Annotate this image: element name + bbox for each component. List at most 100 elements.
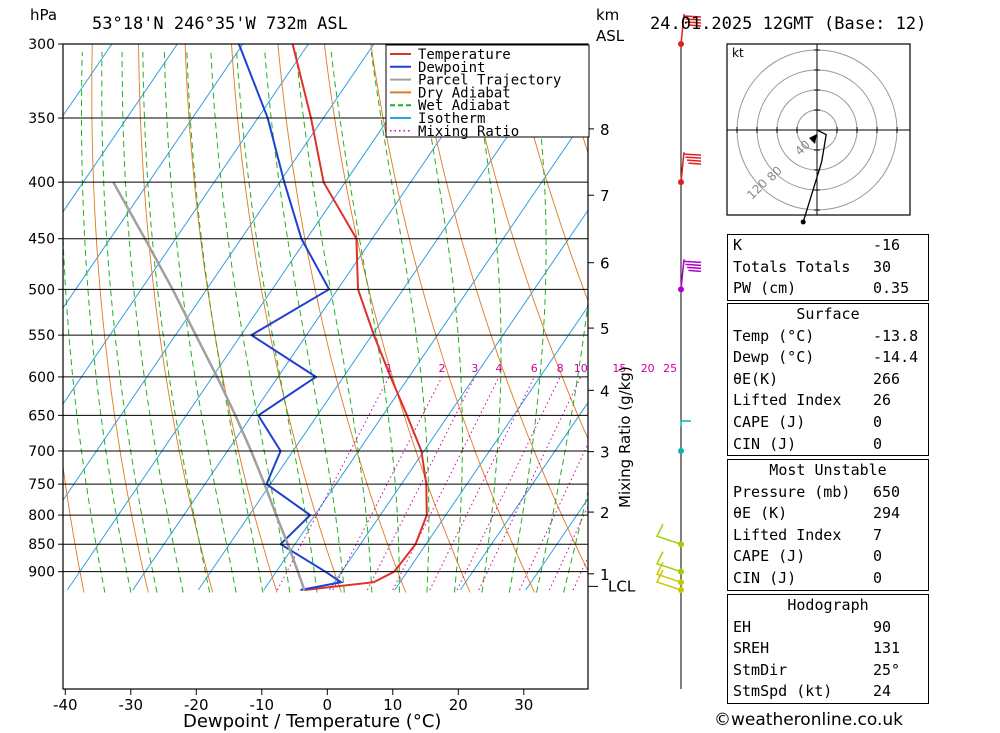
mixing-ratio-label: 1 [385,362,392,375]
table-row: Lifted Index 26 [733,391,892,410]
isotherm-line [66,44,440,591]
mixing-ratio-axis-label: Mixing Ratio (g/kg) [616,366,634,508]
table-row: Lifted Index 7 [733,525,883,544]
km-tick-label: 5 [600,320,610,338]
location-title: 53°18'N 246°35'W 732m ASL [92,14,348,34]
wind-barb-flag [685,18,702,21]
km-tick-label: 3 [600,444,610,462]
legend-label: Mixing Ratio [418,124,519,140]
mixing-ratio-line [332,376,443,591]
wet-adiabat-line [121,51,184,593]
km-tick-label: 2 [600,504,610,522]
isotherm-line [63,44,244,309]
pressure-tick-label: 700 [28,444,55,460]
dry-adiabat-line [63,463,85,593]
units-asl: ASL [596,27,625,45]
wet-adiabat-line [142,51,211,593]
table-row: K -16 [733,236,901,254]
hodograph-table: Hodograph EH 90 SREH 131 StmDir 25° StmSpd … [727,594,929,704]
table-row: Totals Totals 30 [733,257,892,276]
wet-adiabat-line [163,51,237,593]
table-row: PW (cm) 0.35 [733,279,910,298]
pressure-tick-label: 450 [28,232,55,248]
mixing-ratio-label: 4 [495,362,502,375]
mixing-ratio-label: 10 [574,362,588,375]
surface-table: Surface Temp (°C) -13.8 Dewp (°C) -14.4 θE… [727,303,929,457]
pressure-tick-label: 400 [28,175,55,191]
pressure-tick-label: 350 [28,111,55,127]
table-row: Pressure (mb) 650 [733,482,901,501]
wet-adiabat-line [295,51,373,593]
mixing-ratio-line [478,376,582,591]
wind-barb [680,152,685,183]
wind-barbs [655,13,702,689]
wind-barb-flag [685,263,702,267]
mixing-ratio-line [456,376,561,591]
temperature-tick-label: -30 [119,696,144,714]
wet-adiabat-line [591,52,719,593]
table-row: θE (K) 294 [733,504,901,523]
wind-barb [655,551,682,573]
temperature-tick-label: 30 [514,696,533,714]
km-tick-label: 4 [600,382,610,400]
lcl-label: LCL [608,577,636,595]
most-unstable-table: Most Unstable Pressure (mb) 650 θE (K) 294… [727,459,929,591]
wind-barb [655,569,682,591]
wet-adiabat-line [63,51,106,593]
wind-barb-flag [686,159,702,162]
mixing-ratio-label: 20 [641,362,655,375]
units-km: km [596,6,619,24]
dry-adiabat-line [463,44,588,440]
dry-adiabat-line [231,44,342,593]
surface-title: Surface [796,305,860,323]
dry-adiabat-line [91,44,149,593]
mixing-ratio-line [366,376,476,591]
hodograph-end-dot [800,219,806,225]
table-row: CAPE (J) 0 [733,547,883,566]
table-row: EH 90 [733,617,892,636]
wet-adiabat-line [210,51,291,593]
dry-adiabat-line [509,44,588,303]
pressure-tick-label: 550 [28,328,55,344]
mixing-ratio-label: 8 [557,362,564,375]
dry-adiabat-line [370,44,535,593]
dry-adiabat-line [0,44,20,593]
legend-label: Wet Adiabat [418,98,511,114]
km-tick-label: 1 [600,566,610,584]
credit-link[interactable]: ©weatheronline.co.uk [714,710,904,730]
wind-barb-flag [683,15,702,18]
isotherm-line [63,44,113,117]
wind-barb-flag [685,156,702,159]
wind-barb-flag [688,269,702,273]
isotherm-line [328,209,588,591]
wind-barb-flag [686,21,702,24]
isotherm-line [63,44,309,405]
pressure-tick-label: 600 [28,370,55,386]
parcel-trajectory-line [112,181,306,591]
isotherm-line [63,44,178,213]
table-row: SREH 131 [733,639,901,658]
datetime: 24.01.2025 12GMT (Base: 12) [650,14,926,34]
hodograph-unit: kt [732,46,744,60]
wind-barb [680,259,685,290]
wind-level-dot [678,579,684,586]
table-row: Dewp (°C) -14.4 [733,348,919,367]
hodograph-title: Hodograph [787,596,869,614]
wet-adiabat-line [264,51,345,593]
wind-barb-flag [683,260,702,264]
legend-label: Dry Adiabat [418,85,511,101]
wind-barb-flag [686,266,702,270]
wind-barb [655,561,682,583]
dry-adiabat-line [277,44,407,593]
pressure-tick-label: 300 [28,37,55,53]
temperature-tick-label: -10 [250,696,275,714]
legend-label: Isotherm [418,111,485,127]
pressure-tick-label: 750 [28,477,55,493]
wind-barb-flag [683,153,702,156]
wet-adiabat-line [508,51,547,593]
temperature-tick-label: -20 [184,696,209,714]
wet-adiabat-line [330,51,400,593]
mixing-ratio-labels: 1 2 3 4 6 8 10 15 20 25 [385,362,677,375]
legend-box [385,44,590,138]
